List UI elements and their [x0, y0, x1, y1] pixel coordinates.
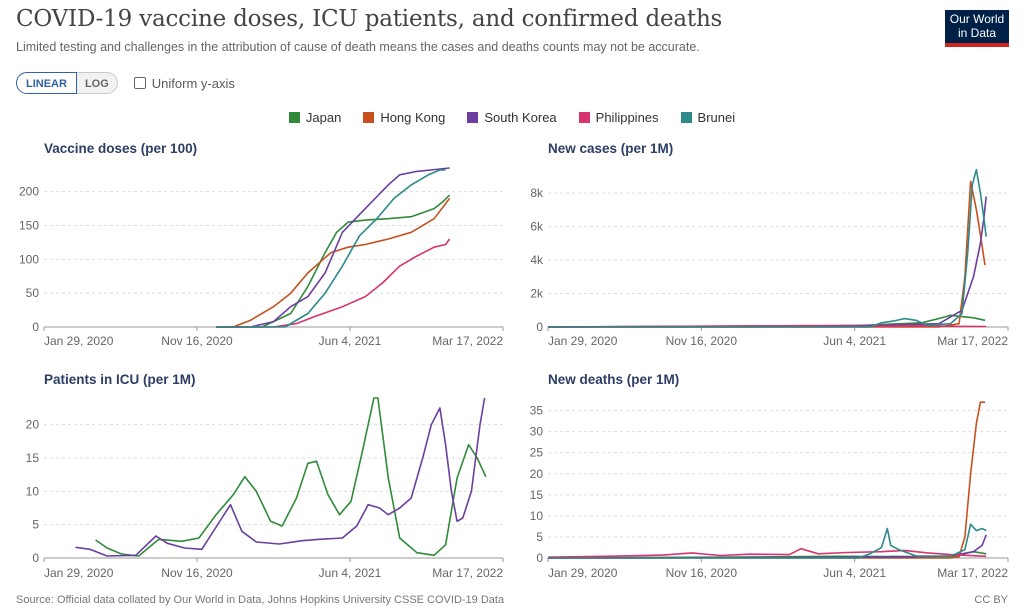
legend-item-japan[interactable]: Japan — [288, 110, 342, 125]
page-title: COVID-19 vaccine doses, ICU patients, an… — [16, 6, 723, 32]
series-line-south-korea — [547, 196, 987, 328]
series-line-south-korea — [75, 397, 486, 557]
legend-label: Japan — [305, 110, 342, 125]
legend: Japan Hong Kong South Korea Philippines … — [0, 110, 1024, 125]
x-tick-label: Nov 16, 2020 — [666, 566, 738, 580]
legend-swatch — [363, 112, 375, 123]
legend-swatch — [288, 112, 300, 123]
y-tick-label: 25 — [530, 446, 544, 460]
y-tick-label: 35 — [530, 404, 544, 418]
series-line-south-korea — [216, 167, 450, 328]
source-note: Source: Official data collated by Our Wo… — [16, 594, 505, 606]
legend-label: South Korea — [484, 110, 557, 125]
y-tick-label: 10 — [26, 484, 40, 498]
x-tick-label: Nov 16, 2020 — [666, 334, 738, 348]
y-tick-label: 100 — [19, 252, 39, 266]
y-tick-label: 6k — [530, 220, 544, 234]
x-tick-label: Nov 16, 2020 — [161, 334, 233, 348]
x-tick-label: Jan 29, 2020 — [548, 334, 618, 348]
y-tick-label: 15 — [530, 488, 544, 502]
x-tick-label: Mar 17, 2022 — [432, 334, 503, 348]
logo-line-1: Our World — [949, 12, 1005, 26]
chart-title: New cases (per 1M) — [548, 141, 673, 156]
series-line-philippines — [216, 238, 451, 328]
legend-label: Hong Kong — [380, 110, 446, 125]
x-tick-label: Jan 29, 2020 — [548, 566, 618, 580]
y-tick-label: 20 — [26, 418, 40, 432]
legend-item-hong-kong[interactable]: Hong Kong — [363, 110, 445, 125]
legend-item-south-korea[interactable]: South Korea — [467, 110, 557, 125]
series-line-japan — [216, 194, 451, 328]
x-tick-label: Jan 29, 2020 — [44, 334, 114, 348]
y-tick-label: 30 — [530, 425, 544, 439]
series-line-brunei — [548, 523, 987, 559]
y-tick-label: 5 — [32, 518, 39, 532]
y-tick-label: 2k — [530, 287, 544, 301]
x-tick-label: Jun 4, 2021 — [823, 566, 886, 580]
legend-item-brunei[interactable]: Brunei — [680, 110, 736, 125]
chart-title: Patients in ICU (per 1M) — [44, 372, 196, 387]
y-tick-label: 200 — [19, 185, 39, 199]
series-line-hong-kong — [216, 197, 451, 328]
log-toggle[interactable]: LOG — [76, 72, 118, 94]
y-tick-label: 0 — [32, 320, 39, 334]
series-line-brunei — [216, 169, 446, 328]
linear-toggle[interactable]: LINEAR — [16, 72, 77, 94]
series-line-brunei — [548, 168, 987, 328]
y-tick-label: 8k — [530, 186, 544, 200]
uniform-y-axis-label: Uniform y-axis — [151, 75, 235, 91]
y-tick-label: 50 — [26, 286, 40, 300]
chart-title: New deaths (per 1M) — [548, 372, 679, 387]
legend-swatch — [467, 112, 479, 123]
scale-controls: LINEAR LOG Uniform y-axis — [16, 72, 235, 94]
legend-item-philippines[interactable]: Philippines — [578, 110, 659, 125]
x-tick-label: Mar 17, 2022 — [937, 566, 1008, 580]
y-tick-label: 15 — [26, 451, 40, 465]
y-tick-label: 5 — [536, 530, 543, 544]
x-tick-label: Jan 29, 2020 — [44, 566, 114, 580]
checkbox-icon[interactable] — [133, 77, 146, 89]
legend-label: Philippines — [595, 110, 659, 125]
x-tick-label: Mar 17, 2022 — [937, 334, 1008, 348]
x-tick-label: Mar 17, 2022 — [432, 566, 503, 580]
license-link[interactable]: CC BY — [974, 594, 1008, 606]
legend-label: Brunei — [697, 110, 736, 125]
x-tick-label: Nov 16, 2020 — [161, 566, 233, 580]
y-tick-label: 20 — [530, 467, 544, 481]
legend-swatch — [680, 112, 692, 123]
y-tick-label: 4k — [530, 253, 544, 267]
x-tick-label: Jun 4, 2021 — [319, 566, 382, 580]
x-tick-label: Jun 4, 2021 — [319, 334, 382, 348]
page-subtitle: Limited testing and challenges in the at… — [16, 40, 700, 54]
y-tick-label: 150 — [19, 219, 39, 233]
legend-swatch — [578, 112, 590, 123]
logo-line-2: in Data — [957, 26, 997, 40]
x-tick-label: Jun 4, 2021 — [823, 334, 886, 348]
y-tick-label: 0 — [536, 320, 543, 334]
series-line-hong-kong — [548, 180, 986, 328]
series-line-japan — [95, 397, 487, 557]
y-tick-label: 0 — [32, 551, 39, 565]
chart-title: Vaccine doses (per 100) — [44, 141, 197, 156]
y-tick-label: 0 — [536, 551, 543, 565]
series-line-philippines — [547, 547, 987, 558]
uniform-y-axis-checkbox[interactable]: Uniform y-axis — [133, 75, 235, 91]
owid-logo[interactable]: Our World in Data — [945, 10, 1009, 47]
y-tick-label: 10 — [530, 509, 544, 523]
series-line-hong-kong — [548, 401, 985, 559]
